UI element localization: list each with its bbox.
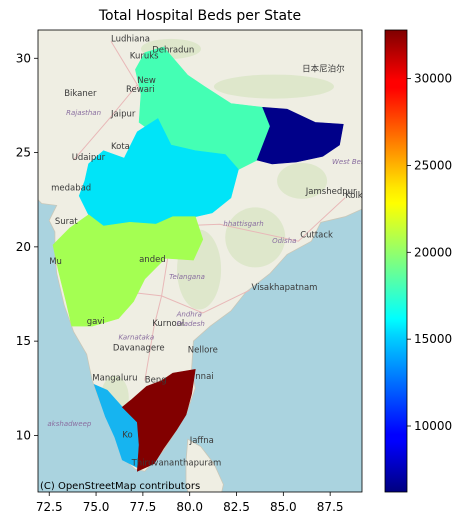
region-label: Pradesh — [177, 320, 205, 328]
place-label: Davanagere — [113, 344, 165, 354]
place-label: Jaipur — [110, 110, 136, 120]
region-bihar[interactable] — [256, 106, 344, 165]
colorbar-ticks: 10000 15000 20000 25000 30000 — [407, 72, 452, 433]
region-uttar-pradesh[interactable] — [135, 46, 271, 170]
chart-title: Total Hospital Beds per State — [98, 8, 302, 24]
place-label: Rewari — [126, 85, 155, 95]
place-label: Jamshedpur — [305, 187, 357, 197]
state-regions — [52, 46, 344, 472]
place-label: Surat — [55, 217, 78, 227]
place-label: Cuttack — [300, 230, 333, 240]
place-label: Bikaner — [64, 89, 97, 99]
place-label: anded — [139, 255, 166, 265]
place-label: Dehradun — [152, 46, 194, 56]
place-label: Kota — [111, 142, 130, 152]
region-label: akshadweep — [47, 420, 91, 428]
place-label: nnai — [195, 372, 213, 382]
region-maharashtra[interactable] — [52, 214, 204, 327]
x-tick-label: 85.0 — [270, 500, 297, 514]
place-label: Ludhiana — [111, 34, 150, 44]
place-label: Thiruvananthapuram — [131, 459, 222, 469]
region-label: Andhra — [176, 311, 202, 319]
sri-lanka-landmass — [185, 438, 224, 492]
y-tick-label: 10 — [16, 428, 31, 442]
x-tick-label: 80.0 — [176, 500, 203, 514]
region-label: Odisha — [272, 237, 296, 245]
region-label: Karnataka — [119, 333, 155, 341]
terrain-patch — [213, 74, 334, 99]
x-tick-label: 75.0 — [83, 500, 110, 514]
place-label: Jaffna — [189, 436, 214, 446]
y-tick-label: 30 — [16, 51, 31, 65]
region-tamil-nadu[interactable] — [121, 369, 196, 472]
x-axis: 72.5 75.0 77.5 80.0 82.5 85.0 87.5 — [36, 492, 344, 514]
x-tick-label: 72.5 — [36, 500, 63, 514]
region-label: Telangana — [169, 273, 205, 281]
y-axis: 10 15 20 25 30 — [16, 51, 38, 442]
place-label: Mu — [49, 257, 62, 267]
colorbar-tick-label: 15000 — [414, 332, 452, 346]
place-label: gavi — [87, 317, 105, 327]
y-tick-label: 20 — [16, 240, 31, 254]
place-label: Beng — [145, 376, 167, 386]
terrain-patch — [277, 162, 328, 199]
y-tick-label: 25 — [16, 146, 31, 160]
place-label: medabad — [51, 183, 91, 193]
colorbar-tick-label: 30000 — [414, 72, 452, 86]
place-label: Ko — [122, 430, 132, 440]
place-label: New — [137, 76, 156, 86]
map-frame — [37, 29, 363, 493]
place-label: Udaipur — [72, 153, 106, 163]
place-label: Visakhapatnam — [252, 283, 318, 293]
terrain-patch — [225, 207, 286, 268]
place-label: Kolkat — [345, 191, 372, 201]
region-label: Rajasthan — [66, 109, 101, 117]
colorbar-tick-label: 20000 — [414, 245, 452, 259]
nepal-label: 日本尼泊尔 — [302, 64, 345, 75]
y-tick-label: 15 — [16, 334, 31, 348]
place-label: Kuruks — [130, 51, 159, 61]
region-label: West Beng — [332, 158, 370, 166]
x-tick-label: 82.5 — [223, 500, 250, 514]
colorbar — [384, 29, 408, 493]
colorbar-tick-label: 25000 — [414, 158, 452, 172]
colorbar-tick-label: 10000 — [414, 419, 452, 433]
terrain-shading — [100, 38, 334, 420]
attribution: (C) OpenStreetMap contributors — [40, 481, 200, 492]
place-label: Kurnool — [152, 319, 184, 329]
region-label: hhattisgarh — [223, 220, 263, 228]
road-line — [73, 41, 138, 161]
x-tick-label: 87.5 — [317, 500, 344, 514]
place-label: Mangaluru — [92, 374, 137, 384]
x-tick-label: 77.5 — [130, 500, 157, 514]
place-label: Nellore — [188, 346, 218, 356]
